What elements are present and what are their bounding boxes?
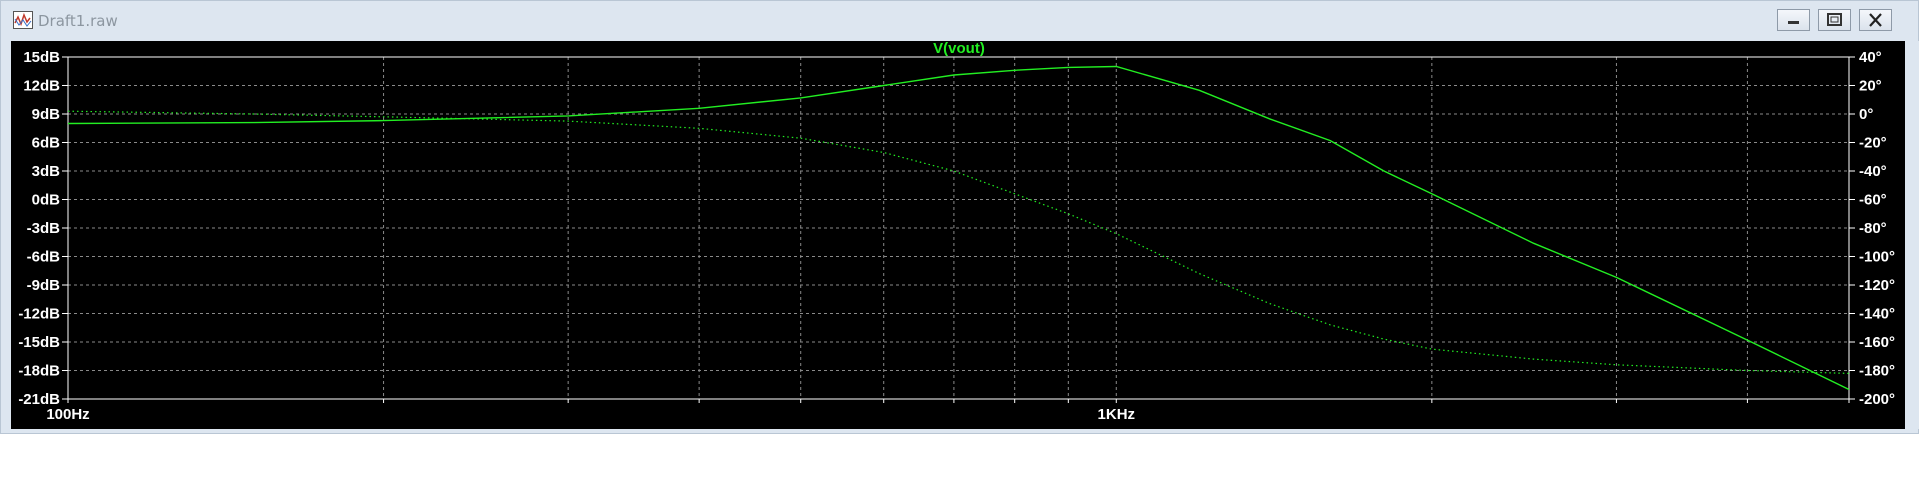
chart-title[interactable]: V(vout) [933, 41, 985, 57]
x-tick-label: 100Hz [46, 406, 89, 423]
y-left-tick-label: -15dB [18, 334, 60, 351]
maximize-icon [1827, 13, 1842, 26]
y-left-tick-label: 12dB [23, 78, 60, 95]
y-left-tick-label: -9dB [27, 277, 61, 294]
y-left-tick-label: -3dB [27, 220, 61, 237]
series-traces [67, 65, 1850, 391]
magnitude-trace [67, 65, 1850, 391]
grid-lines [68, 57, 1849, 399]
y-right-tick-label: -120° [1859, 277, 1895, 294]
minimize-button[interactable] [1777, 9, 1810, 31]
x-tick-label: 1KHz [1098, 406, 1136, 423]
plot-border [67, 56, 1850, 400]
y-right-tick-label: -80° [1859, 220, 1887, 237]
page-background [0, 434, 1919, 478]
y-right-tick-label: 0° [1859, 106, 1873, 123]
y-left-tick-label: -21dB [18, 391, 60, 408]
y-right-tick-label: -180° [1859, 363, 1895, 380]
y-right-tick-label: -40° [1859, 163, 1887, 180]
window-right-border [1905, 41, 1919, 429]
y-left-tick-label: 9dB [32, 106, 61, 123]
y-left-tick-label: 0dB [32, 192, 61, 209]
window-title: Draft1.raw [38, 12, 118, 30]
close-button[interactable] [1859, 9, 1892, 31]
y-right-tick-label: -20° [1859, 135, 1887, 152]
y-right-tick-label: 20° [1859, 78, 1882, 95]
y-right-tick-label: -140° [1859, 306, 1895, 323]
plot-area[interactable]: 15dB 12dB 9dB 6dB 3dB 0dB -3dB -6dB -9dB -12dB -15… [11, 41, 1905, 429]
axis-labels: 15dB 12dB 9dB 6dB 3dB 0dB -3dB -6dB -9dB -12dB -15… [18, 49, 1895, 423]
plot-frame [62, 56, 1855, 403]
bode-plot: 15dB 12dB 9dB 6dB 3dB 0dB -3dB -6dB -9dB -12dB -15… [18, 41, 1895, 423]
y-left-tick-label: 6dB [32, 135, 61, 152]
y-right-tick-label: -100° [1859, 249, 1895, 266]
maximize-button[interactable] [1818, 9, 1851, 31]
title-bar[interactable]: Draft1.raw [1, 1, 1918, 41]
y-left-tick-label: 15dB [23, 49, 60, 66]
phase-trace [67, 110, 1850, 374]
y-left-tick-label: -12dB [18, 306, 60, 323]
y-right-tick-label: -160° [1859, 334, 1895, 351]
y-left-tick-label: -6dB [27, 249, 61, 266]
y-right-tick-label: -200° [1859, 391, 1895, 408]
y-right-tick-label: 40° [1859, 49, 1882, 66]
waveform-window: Draft1.raw 15dB 12dB 9dB 6dB 3dB 0dB -3dB -6dB -… [0, 0, 1919, 434]
y-right-tick-label: -60° [1859, 192, 1887, 209]
y-left-tick-label: -18dB [18, 363, 60, 380]
close-icon [1869, 13, 1882, 27]
waveform-app-icon [13, 11, 33, 29]
y-left-tick-label: 3dB [32, 163, 61, 180]
minimize-icon [1788, 21, 1799, 24]
